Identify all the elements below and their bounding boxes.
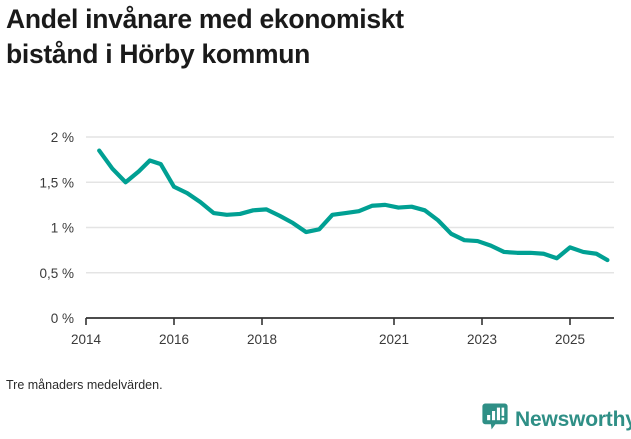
y-tick-label: 1,5 %	[39, 175, 74, 190]
x-tick-label: 2023	[467, 332, 497, 347]
y-axis-tick-labels: 0 % 0,5 % 1 % 1,5 % 2 %	[39, 130, 74, 326]
x-tick-label: 2014	[71, 332, 102, 347]
newsworthy-bar-chart-bubble-icon	[482, 403, 508, 436]
x-axis-group	[85, 317, 614, 325]
x-tick-label: 2025	[555, 332, 585, 347]
y-tick-label: 0,5 %	[39, 266, 74, 281]
y-tick-label: 1 %	[51, 221, 74, 236]
x-axis-tick-labels: 2014 2016 2018 2021 2023 2025	[71, 332, 585, 347]
x-tick-label: 2018	[247, 332, 277, 347]
footnote-text: Tre månaders medelvärden.	[6, 378, 163, 392]
x-tick-label: 2021	[379, 332, 409, 347]
gridlines-group	[86, 136, 614, 274]
page-title: Andel invånare med ekonomiskt bistånd i …	[6, 4, 404, 69]
newsworthy-wordmark: Newsworthy	[515, 407, 631, 431]
line-chart-plot: 0 % 0,5 % 1 % 1,5 % 2 % 2014 2016 2018 2021 2023…	[39, 130, 614, 347]
newsworthy-logo[interactable]: Newsworthy	[482, 403, 631, 436]
y-tick-label: 2 %	[51, 130, 74, 145]
data-series-line	[97, 148, 610, 263]
x-tick-label: 2016	[159, 332, 189, 347]
y-tick-label: 0 %	[51, 311, 74, 326]
